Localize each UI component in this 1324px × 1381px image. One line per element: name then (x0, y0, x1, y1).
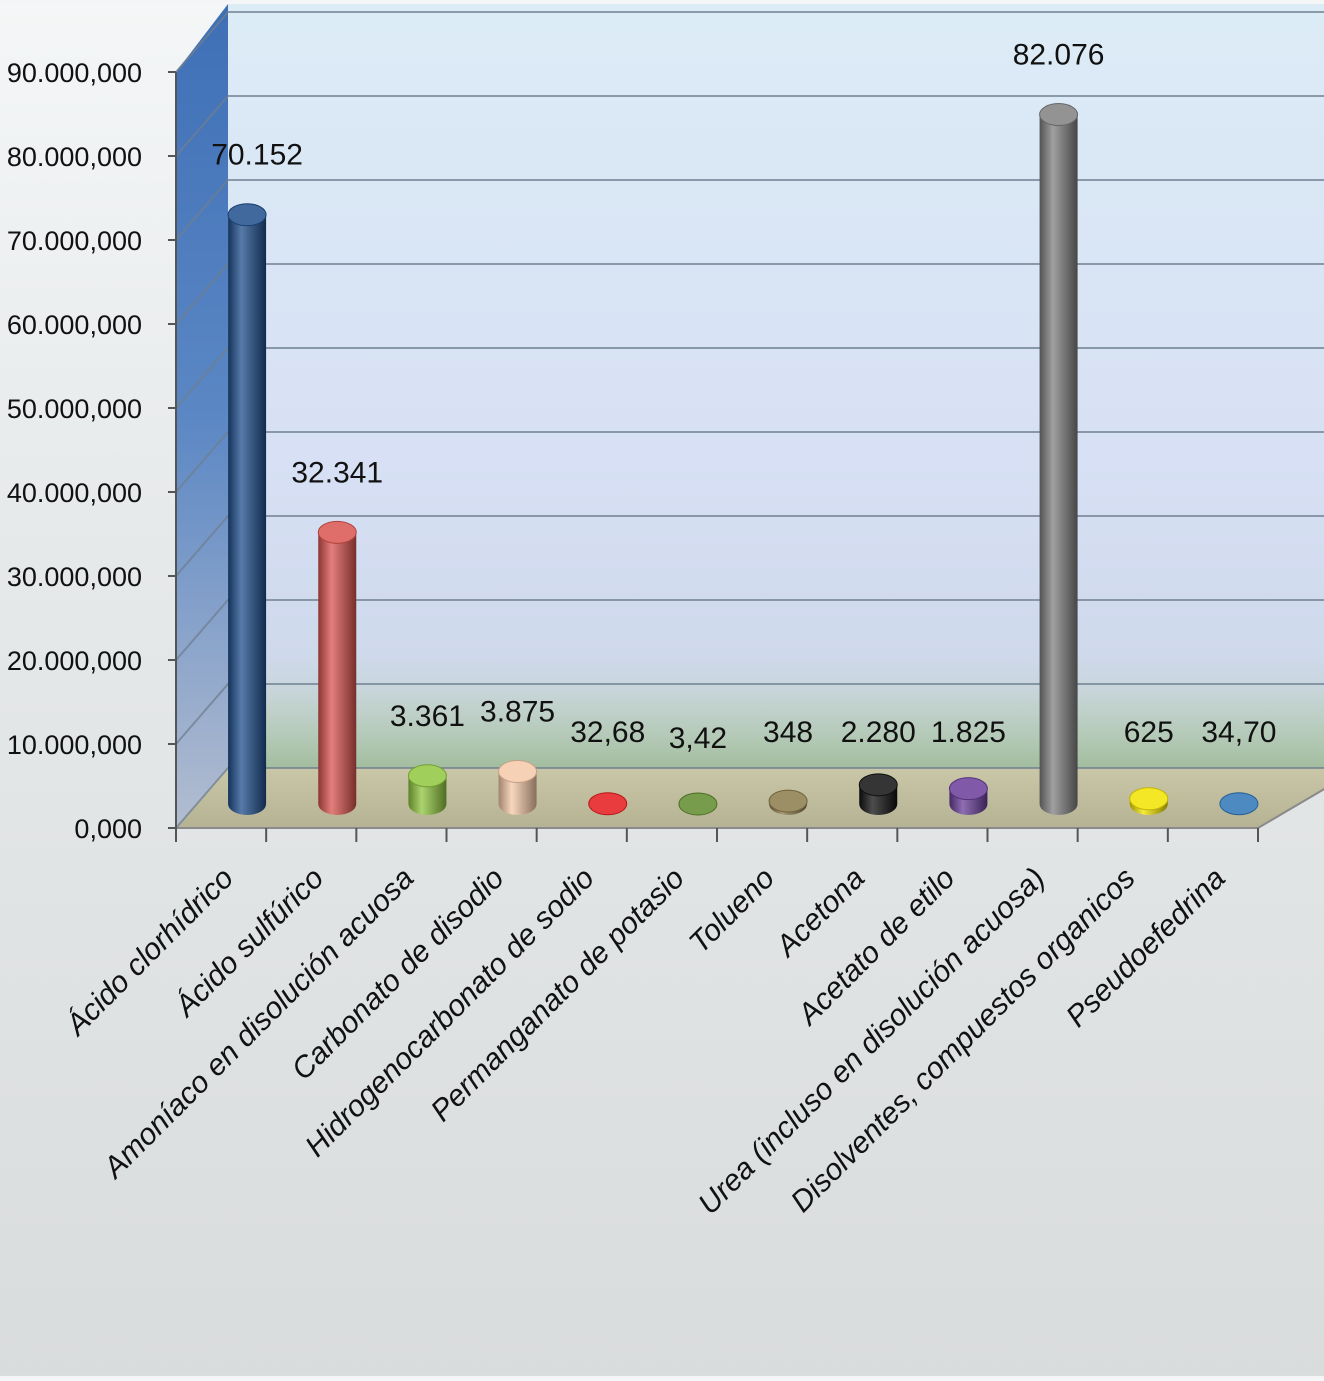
data-label: 70.152 (211, 139, 303, 172)
y-tick-label: 10.000,000 (7, 730, 142, 760)
gridline (175, 263, 1324, 325)
bar (407, 764, 447, 815)
bars (227, 103, 1259, 816)
gridline (175, 431, 1324, 493)
bar (768, 789, 808, 815)
gridline (175, 515, 1324, 577)
y-tick-label: 70.000,000 (7, 226, 142, 256)
data-label: 3.361 (390, 700, 465, 733)
y-tick-label: 40.000,000 (7, 478, 142, 508)
data-label: 1.825 (931, 716, 1006, 749)
back-wall (228, 4, 1324, 768)
y-axis: 0,000 10.000,000 20.000,000 30.000,000 40.00… (7, 58, 177, 844)
data-label: 3,42 (669, 722, 727, 755)
x-category-label: Ácido clorhídrico (58, 862, 240, 1044)
bar (858, 773, 898, 815)
bar-top (317, 520, 357, 544)
y-tick-label: 20.000,000 (7, 646, 142, 676)
side-wall (176, 4, 228, 828)
y-tick-label: 60.000,000 (7, 310, 142, 340)
data-label: 82.076 (1013, 39, 1105, 72)
x-category-label: Pseudoefedrina (1060, 862, 1232, 1034)
bar-body (318, 532, 357, 815)
data-label: 3.875 (480, 695, 555, 728)
bar (1219, 792, 1259, 816)
x-category-label: Tolueno (683, 862, 781, 960)
y-tick-label: 0,000 (74, 814, 142, 844)
bar-top (1039, 103, 1079, 127)
data-label: 348 (763, 716, 813, 749)
bar-top (498, 759, 538, 783)
bar-top (948, 777, 988, 801)
bar-top (407, 764, 447, 788)
gridline (175, 11, 1324, 73)
gridline (175, 767, 1324, 829)
data-labels: 70.152 32.341 3.361 3.875 32,68 3,42 348 2.280 1… (211, 39, 1276, 755)
data-label: 2.280 (841, 716, 916, 749)
bar (498, 759, 538, 815)
bar (1129, 787, 1169, 815)
bar (948, 777, 988, 815)
bar-top (768, 789, 808, 813)
data-label: 32,68 (570, 716, 645, 749)
bar (588, 792, 628, 816)
data-label: 34,70 (1201, 716, 1276, 749)
data-label: 625 (1124, 716, 1174, 749)
bar-top (588, 792, 628, 816)
gridline (175, 95, 1324, 157)
gridlines (175, 11, 1324, 829)
bar (317, 520, 357, 815)
bar-top (678, 792, 718, 816)
floor (176, 768, 1324, 828)
plot-frame (176, 4, 1324, 829)
x-category-label: Acetato de etilo (790, 862, 961, 1033)
bar-body (1039, 114, 1078, 816)
y-tick-label: 90.000,000 (7, 58, 142, 88)
gridline (175, 179, 1324, 241)
bar-body (498, 771, 537, 815)
gridline (175, 599, 1324, 661)
bar-top (1129, 787, 1169, 811)
bar-body (228, 214, 267, 815)
bar-top (1219, 792, 1259, 816)
y-tick-label: 50.000,000 (7, 394, 142, 424)
bar (1039, 103, 1079, 816)
bar-top (858, 773, 898, 797)
gridline (175, 683, 1324, 745)
y-tick-label: 30.000,000 (7, 562, 142, 592)
bar-top (227, 203, 267, 227)
bar (678, 792, 718, 816)
back-wall-band (228, 684, 1324, 768)
y-tick-label: 80.000,000 (7, 142, 142, 172)
gridline (175, 347, 1324, 409)
bar (227, 203, 267, 815)
data-label: 32.341 (291, 456, 383, 489)
